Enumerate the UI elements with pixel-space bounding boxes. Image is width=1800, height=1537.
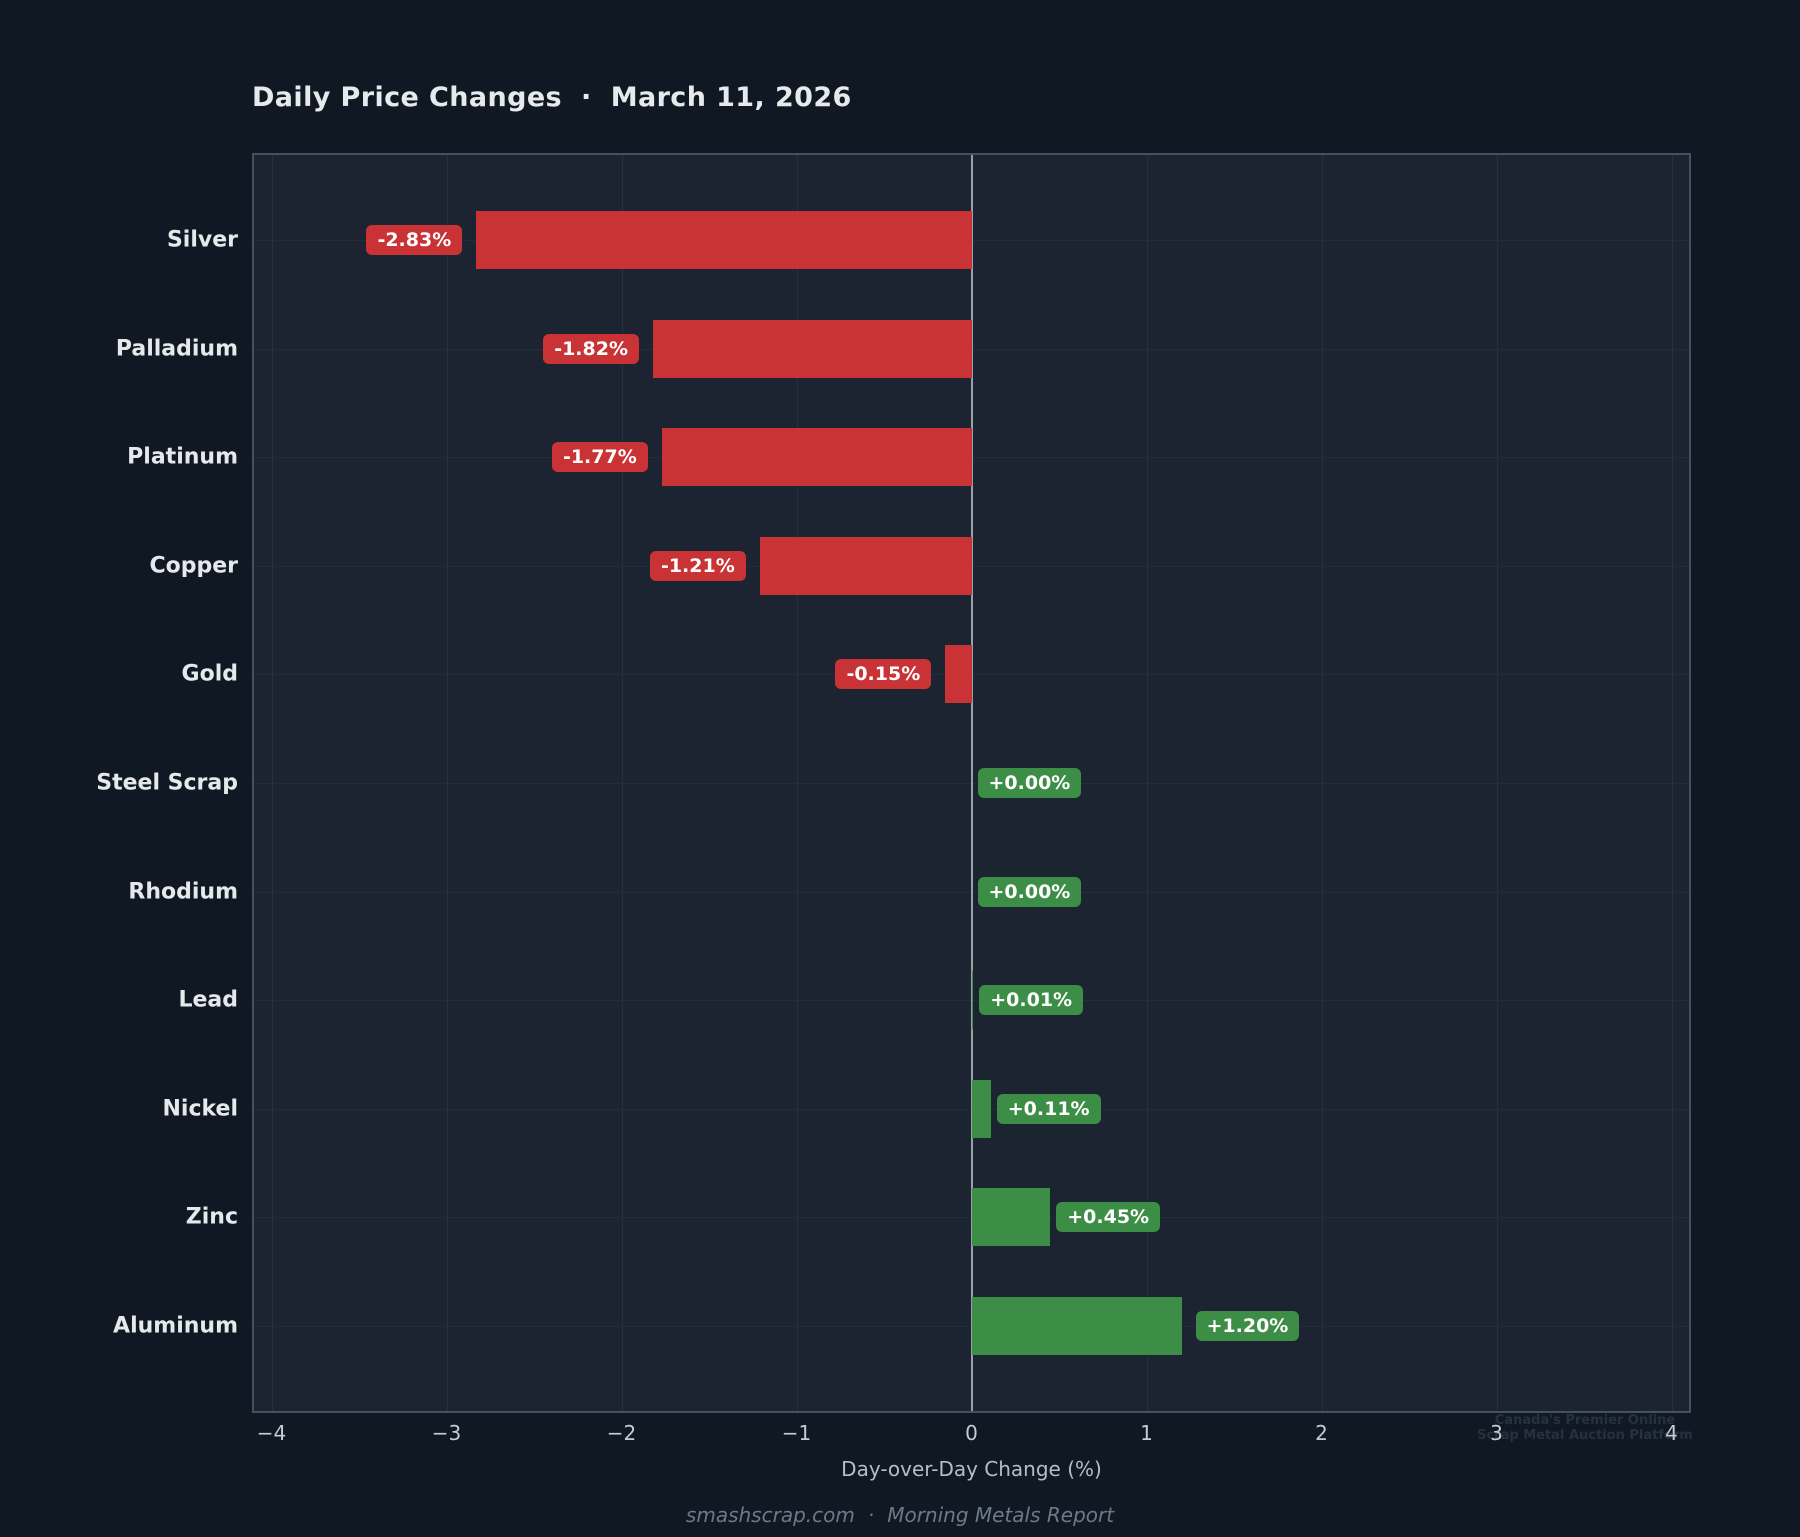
x-tick-label: 4 xyxy=(1665,1421,1678,1445)
category-label: Zinc xyxy=(185,1204,238,1230)
bar xyxy=(945,645,972,704)
bar xyxy=(971,1296,1182,1355)
category-label: Silver xyxy=(166,227,238,253)
x-tick-label: −3 xyxy=(431,1421,462,1445)
zero-line xyxy=(970,155,973,1411)
category-label: Aluminum xyxy=(113,1313,238,1339)
title-text: Daily Price Changes xyxy=(252,82,563,113)
category-label: Lead xyxy=(178,987,238,1013)
bar xyxy=(759,536,972,595)
chart-row: Lead +0.01% xyxy=(178,946,1689,1055)
x-tick-label: 3 xyxy=(1490,1421,1503,1445)
footer: smashscrap.com · Morning Metals Report xyxy=(0,1503,1800,1527)
category-label: Steel Scrap xyxy=(96,770,238,796)
bar xyxy=(971,1188,1051,1247)
value-pill: -2.83% xyxy=(366,225,463,256)
category-label: Nickel xyxy=(162,1096,239,1122)
x-tick-label: 0 xyxy=(965,1421,978,1445)
chart-row: Silver -2.83% xyxy=(167,186,1689,295)
value-pill: -0.15% xyxy=(835,659,932,690)
watermark-line-1: Canada's Premier Online xyxy=(1494,1413,1676,1428)
category-label: Rhodium xyxy=(128,879,238,905)
chart-row: Steel Scrap +0.00% xyxy=(96,729,1689,838)
x-tick-label: −2 xyxy=(606,1421,637,1445)
watermark: Canada's Premier Online Scrap Metal Auct… xyxy=(1477,1413,1693,1443)
bar xyxy=(476,211,972,270)
chart-row: Aluminum +1.20% xyxy=(113,1271,1689,1380)
value-pill: +1.20% xyxy=(1195,1310,1300,1341)
x-tick-label: 1 xyxy=(1140,1421,1153,1445)
watermark-line-2: Scrap Metal Auction Platform xyxy=(1477,1428,1693,1443)
chart-row: Palladium -1.82% xyxy=(116,295,1689,404)
x-axis-ticks: −4 −3 −2 −1 0 1 2 3 4 xyxy=(254,1421,1689,1447)
x-axis-label: Day-over-Day Change (%) xyxy=(841,1457,1102,1481)
value-pill: +0.01% xyxy=(979,985,1084,1016)
value-pill: -1.21% xyxy=(649,550,746,581)
bar xyxy=(971,1079,991,1138)
value-pill: -1.82% xyxy=(543,333,639,364)
category-label: Platinum xyxy=(127,444,238,470)
value-pill: -1.77% xyxy=(551,442,648,473)
x-tick-label: −1 xyxy=(781,1421,812,1445)
chart-row: Nickel +0.11% xyxy=(163,1054,1689,1163)
title-date: March 11, 2026 xyxy=(610,82,852,113)
x-tick-label: −4 xyxy=(256,1421,287,1445)
page-title: Daily Price Changes · March 11, 2026 xyxy=(252,82,852,113)
x-tick-label: 2 xyxy=(1315,1421,1328,1445)
chart-row: Copper -1.21% xyxy=(149,512,1689,621)
value-pill: +0.00% xyxy=(977,876,1082,907)
footer-report: Morning Metals Report xyxy=(887,1503,1115,1527)
plot-area: Silver -2.83% Palladium -1.82% Platinum -1.77… xyxy=(96,153,1691,1413)
footer-site: smashscrap.com xyxy=(685,1503,855,1527)
category-label: Palladium xyxy=(115,336,238,362)
value-pill: +0.00% xyxy=(977,768,1082,798)
chart-row: Zinc +0.45% xyxy=(186,1163,1689,1272)
value-pill: +0.11% xyxy=(996,1093,1101,1124)
bar xyxy=(971,971,974,1030)
bar-rows: Silver -2.83% Palladium -1.82% Platinum -1.77… xyxy=(96,155,1689,1411)
footer-separator: · xyxy=(867,1503,875,1527)
chart-row: Platinum -1.77% xyxy=(127,403,1689,512)
chart-row: Gold -0.15% xyxy=(182,620,1689,729)
value-pill: +0.45% xyxy=(1056,1202,1161,1233)
bar xyxy=(653,319,972,378)
bar xyxy=(661,428,972,487)
title-separator: · xyxy=(581,82,592,113)
chart-row: Rhodium +0.00% xyxy=(128,837,1689,946)
category-label: Gold xyxy=(181,661,238,687)
category-label: Copper xyxy=(149,553,238,579)
